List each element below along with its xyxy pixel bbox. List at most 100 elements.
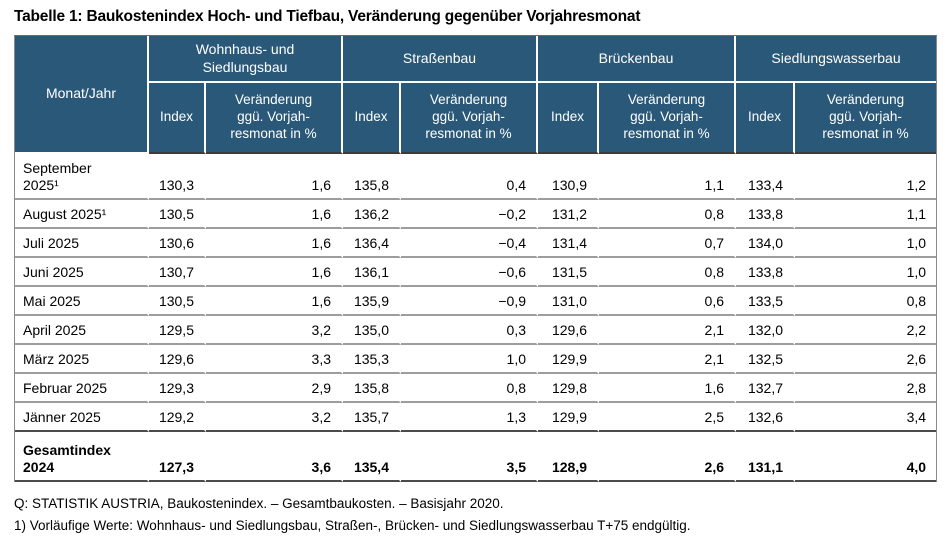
change-cell-siedlungswasserbau: 2,6: [795, 345, 937, 374]
change-cell-siedlungswasserbau: 1,2: [795, 154, 937, 200]
change-col-header-strassenbau: Veränderung ggü. Vorjah- resmonat in %: [401, 83, 539, 154]
footnote-1: 1) Vorläufige Werte: Wohnhaus- und Siedl…: [14, 517, 691, 533]
index-cell-strassenbau: 135,9: [343, 287, 401, 316]
index-cell-strassenbau: 135,4: [343, 432, 401, 482]
index-cell-strassenbau: 136,2: [343, 200, 401, 229]
change-col-header-wohnhausbau: Veränderung ggü. Vorjah- resmonat in %: [206, 83, 343, 154]
change-cell-strassenbau: −0,6: [401, 258, 539, 287]
change-cell-wohnhausbau: 2,9: [206, 374, 343, 403]
index-cell-siedlungswasserbau: 133,4: [736, 154, 796, 200]
index-cell-strassenbau: 135,3: [343, 345, 401, 374]
index-cell-siedlungswasserbau: 133,5: [736, 287, 796, 316]
table-row: März 2025 129,6 3,3 135,3 1,0 129,9 2,1 …: [15, 345, 937, 374]
index-cell-wohnhausbau: 129,2: [149, 403, 206, 432]
change-cell-siedlungswasserbau: 2,8: [795, 374, 937, 403]
index-cell-brueckenbau: 129,6: [538, 316, 600, 345]
change-cell-strassenbau: 0,8: [401, 374, 539, 403]
change-cell-wohnhausbau: 1,6: [206, 287, 343, 316]
index-cell-siedlungswasserbau: 132,7: [736, 374, 796, 403]
change-cell-siedlungswasserbau: 1,0: [795, 258, 937, 287]
table-body: September 2025¹ 130,3 1,6 135,8 0,4 130,…: [15, 154, 937, 482]
change-cell-brueckenbau: 2,1: [599, 316, 737, 345]
change-cell-siedlungswasserbau: 4,0: [795, 432, 937, 482]
month-cell: Mai 2025: [15, 287, 149, 316]
table-row: Februar 2025 129,3 2,9 135,8 0,8 129,8 1…: [15, 374, 937, 403]
month-cell: Juli 2025: [15, 229, 149, 258]
table-row: Jänner 2025 129,2 3,2 135,7 1,3 129,9 2,…: [15, 403, 937, 432]
index-cell-strassenbau: 135,8: [343, 154, 401, 200]
index-cell-brueckenbau: 129,9: [538, 403, 600, 432]
change-cell-siedlungswasserbau: 2,2: [795, 316, 937, 345]
group-header-wohnhausbau: Wohnhaus- und Siedlungsbau: [149, 36, 343, 83]
month-cell: Jänner 2025: [15, 403, 149, 432]
index-cell-siedlungswasserbau: 132,5: [736, 345, 796, 374]
index-cell-siedlungswasserbau: 133,8: [736, 200, 796, 229]
table-row: August 2025¹ 130,5 1,6 136,2 −0,2 131,2 …: [15, 200, 937, 229]
corner-header-monat-jahr: Monat/Jahr: [15, 36, 149, 154]
index-cell-brueckenbau: 131,2: [538, 200, 600, 229]
index-cell-siedlungswasserbau: 132,6: [736, 403, 796, 432]
index-col-header-wohnhausbau: Index: [149, 83, 206, 154]
month-cell: Februar 2025: [15, 374, 149, 403]
change-cell-wohnhausbau: 3,2: [206, 316, 343, 345]
change-cell-wohnhausbau: 3,2: [206, 403, 343, 432]
group-header-row: Monat/Jahr Wohnhaus- und Siedlungsbau St…: [15, 36, 937, 154]
month-cell: Juni 2025: [15, 258, 149, 287]
table-row: September 2025¹ 130,3 1,6 135,8 0,4 130,…: [15, 154, 937, 200]
table-row: Gesamtindex 2024 127,3 3,6 135,4 3,5 128…: [15, 432, 937, 482]
table-row: Juli 2025 130,6 1,6 136,4 −0,4 131,4 0,7…: [15, 229, 937, 258]
change-cell-strassenbau: −0,4: [401, 229, 539, 258]
table-title: Tabelle 1: Baukostenindex Hoch- und Tief…: [14, 8, 641, 25]
index-cell-strassenbau: 136,4: [343, 229, 401, 258]
table-row: Mai 2025 130,5 1,6 135,9 −0,9 131,0 0,6 …: [15, 287, 937, 316]
index-cell-brueckenbau: 131,5: [538, 258, 600, 287]
month-cell: März 2025: [15, 345, 149, 374]
index-cell-wohnhausbau: 127,3: [149, 432, 206, 482]
index-cell-wohnhausbau: 129,6: [149, 345, 206, 374]
source-note: Q: STATISTIK AUSTRIA, Baukostenindex. – …: [14, 496, 504, 511]
change-cell-wohnhausbau: 1,6: [206, 258, 343, 287]
index-cell-wohnhausbau: 130,6: [149, 229, 206, 258]
change-cell-brueckenbau: 2,1: [599, 345, 737, 374]
change-col-header-siedlungswasserbau: Veränderung ggü. Vorjah- resmonat in %: [795, 83, 937, 154]
table-footer: Q: STATISTIK AUSTRIA, Baukostenindex. – …: [14, 493, 931, 536]
month-cell: September 2025¹: [15, 154, 149, 200]
index-cell-wohnhausbau: 130,5: [149, 287, 206, 316]
index-cell-wohnhausbau: 129,3: [149, 374, 206, 403]
index-cell-siedlungswasserbau: 132,0: [736, 316, 796, 345]
index-cell-wohnhausbau: 130,3: [149, 154, 206, 200]
index-cell-strassenbau: 135,8: [343, 374, 401, 403]
change-cell-siedlungswasserbau: 3,4: [795, 403, 937, 432]
table-row: April 2025 129,5 3,2 135,0 0,3 129,6 2,1…: [15, 316, 937, 345]
index-col-header-strassenbau: Index: [343, 83, 401, 154]
group-header-brueckenbau: Brückenbau: [538, 36, 737, 83]
table-row: Juni 2025 130,7 1,6 136,1 −0,6 131,5 0,8…: [15, 258, 937, 287]
index-cell-brueckenbau: 131,0: [538, 287, 600, 316]
index-cell-brueckenbau: 130,9: [538, 154, 600, 200]
change-cell-wohnhausbau: 3,3: [206, 345, 343, 374]
change-cell-strassenbau: 3,5: [401, 432, 539, 482]
change-cell-siedlungswasserbau: 1,0: [795, 229, 937, 258]
change-cell-strassenbau: 0,3: [401, 316, 539, 345]
change-cell-strassenbau: −0,2: [401, 200, 539, 229]
change-cell-brueckenbau: 1,1: [599, 154, 737, 200]
group-header-siedlungswasserbau: Siedlungswasserbau: [736, 36, 937, 83]
table-header: Monat/Jahr Wohnhaus- und Siedlungsbau St…: [15, 36, 937, 154]
index-cell-wohnhausbau: 130,5: [149, 200, 206, 229]
change-cell-strassenbau: 1,3: [401, 403, 539, 432]
month-cell: August 2025¹: [15, 200, 149, 229]
change-cell-wohnhausbau: 1,6: [206, 200, 343, 229]
change-cell-brueckenbau: 0,8: [599, 200, 737, 229]
change-cell-wohnhausbau: 1,6: [206, 229, 343, 258]
index-cell-strassenbau: 135,0: [343, 316, 401, 345]
change-cell-brueckenbau: 2,6: [599, 432, 737, 482]
change-cell-brueckenbau: 1,6: [599, 374, 737, 403]
index-cell-brueckenbau: 129,8: [538, 374, 600, 403]
month-cell: Gesamtindex 2024: [15, 432, 149, 482]
index-cell-siedlungswasserbau: 131,1: [736, 432, 796, 482]
sub-header-row: Index Veränderung ggü. Vorjah- resmonat …: [15, 83, 937, 154]
change-cell-strassenbau: −0,9: [401, 287, 539, 316]
change-cell-brueckenbau: 2,5: [599, 403, 737, 432]
change-cell-siedlungswasserbau: 0,8: [795, 287, 937, 316]
